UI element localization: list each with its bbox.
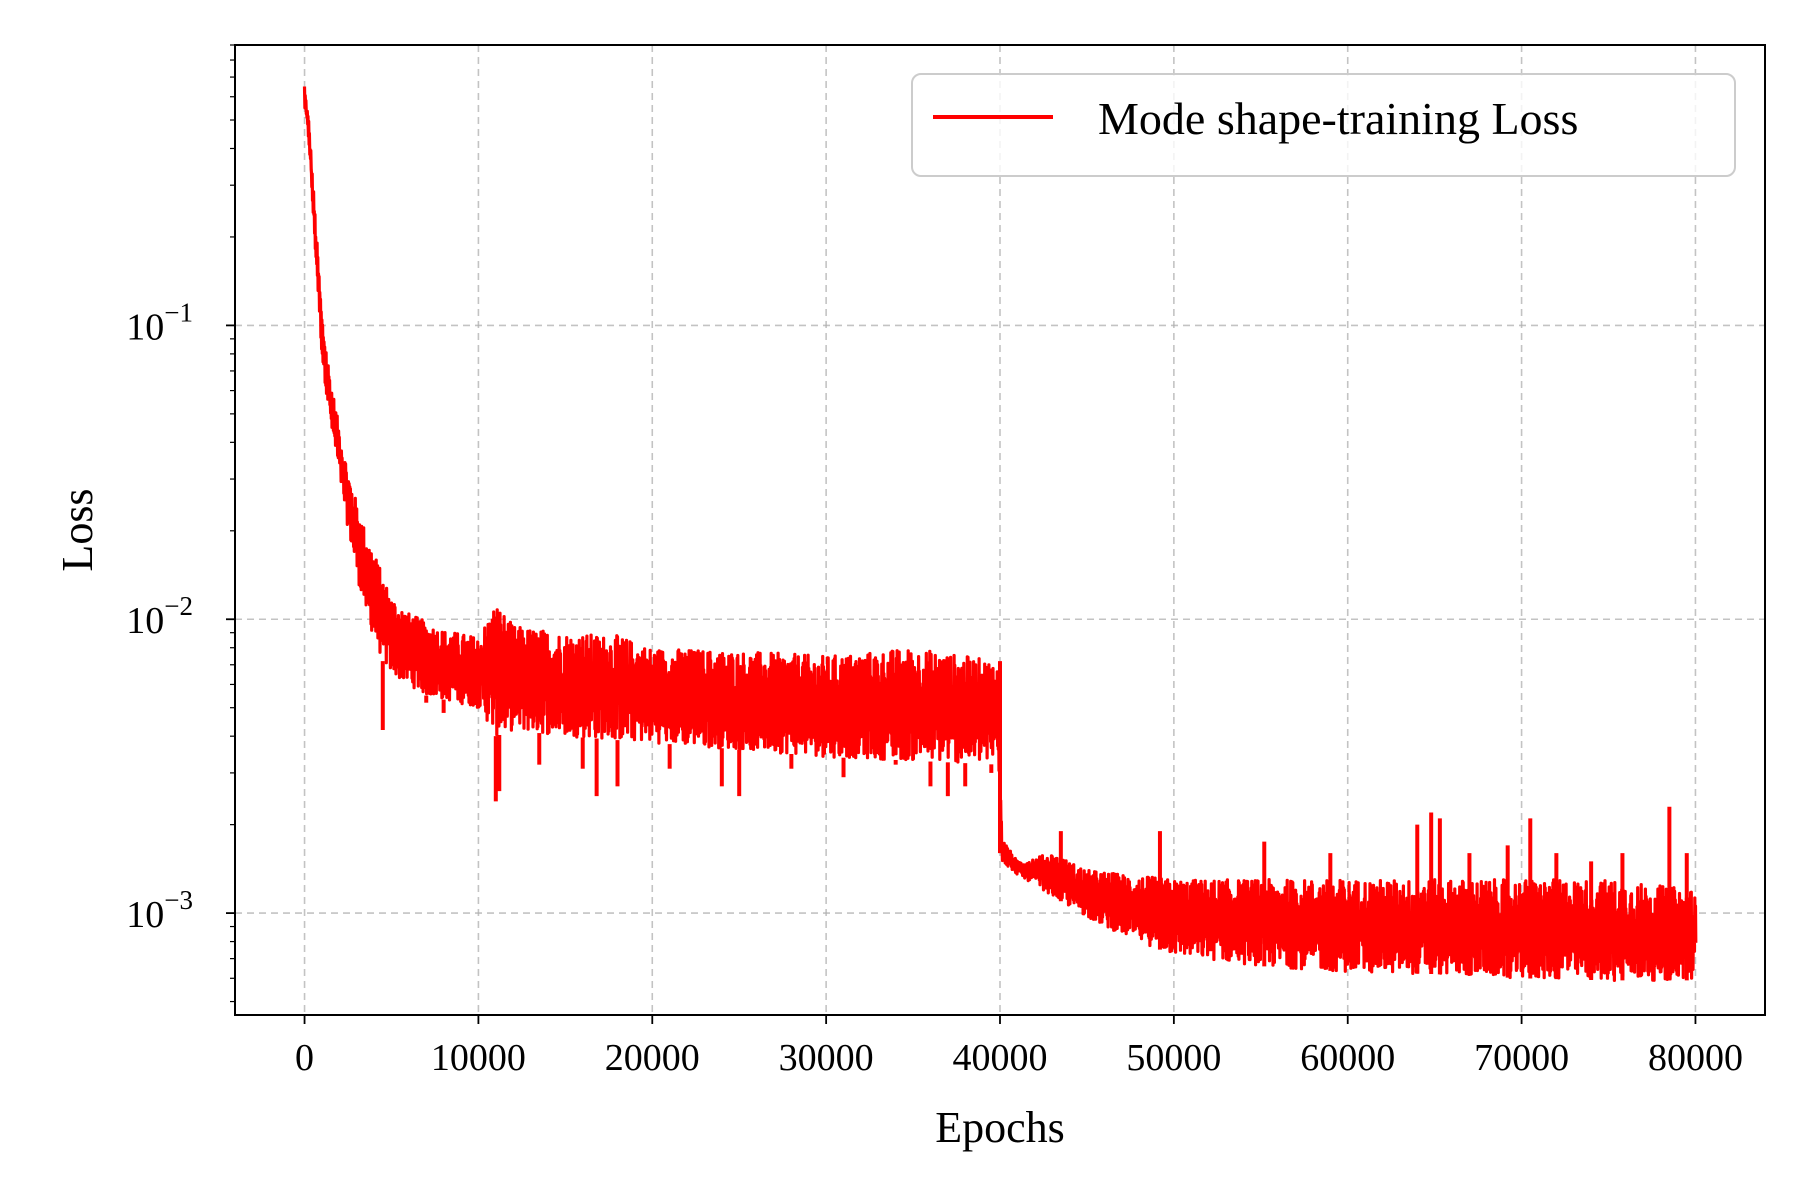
y-tick-label: 10−2 bbox=[126, 591, 193, 642]
y-axis-label: Loss bbox=[53, 488, 102, 571]
legend-box bbox=[911, 73, 1736, 177]
x-axis: 0 10000 20000 30000 40000 50000 60000 70000 8000… bbox=[295, 1015, 1743, 1079]
legend-label: Mode shape-training Loss bbox=[1098, 93, 1578, 144]
x-tick-label: 30000 bbox=[779, 1037, 874, 1079]
x-tick-label: 0 bbox=[295, 1037, 314, 1079]
grid-lines bbox=[235, 45, 1765, 1015]
y-axis: 10−110−210−3 bbox=[126, 44, 235, 1003]
x-tick-label: 10000 bbox=[431, 1037, 526, 1079]
x-axis-label: Epochs bbox=[935, 1103, 1065, 1152]
x-tick-label: 50000 bbox=[1126, 1037, 1221, 1079]
x-tick-label: 60000 bbox=[1300, 1037, 1395, 1079]
x-tick-label: 40000 bbox=[953, 1037, 1048, 1079]
x-tick-label: 20000 bbox=[605, 1037, 700, 1079]
x-tick-label: 80000 bbox=[1648, 1037, 1743, 1079]
legend: Mode shape-training Loss bbox=[911, 73, 1736, 177]
x-tick-label: 70000 bbox=[1474, 1037, 1569, 1079]
plot-area bbox=[302, 86, 1698, 982]
